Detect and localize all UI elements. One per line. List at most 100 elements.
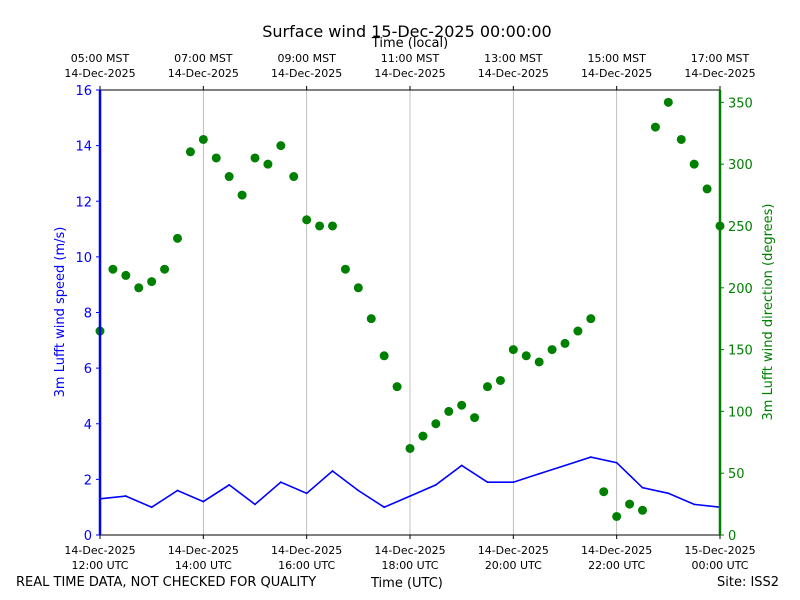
right-tick-label: 150 bbox=[728, 344, 753, 359]
top-tick-date: 14-Dec-2025 bbox=[478, 67, 549, 80]
speed-point bbox=[693, 503, 696, 506]
direction-point bbox=[689, 159, 699, 169]
top-tick-time: 05:00 MST bbox=[71, 52, 130, 65]
left-tick-label: 14 bbox=[75, 140, 92, 155]
direction-point bbox=[418, 431, 428, 441]
direction-point bbox=[185, 147, 195, 157]
direction-point bbox=[289, 172, 299, 182]
direction-point bbox=[237, 190, 247, 200]
direction-point bbox=[534, 357, 544, 367]
left-axis-label: 3m Lufft wind speed (m/s) bbox=[53, 227, 68, 398]
x-axis-label: Time (UTC) bbox=[371, 576, 443, 591]
bottom-tick-time: 00:00 UTC bbox=[691, 559, 748, 572]
direction-point bbox=[612, 511, 622, 521]
bottom-tick-date: 14-Dec-2025 bbox=[374, 544, 445, 557]
left-tick-label: 8 bbox=[84, 307, 92, 322]
left-tick-label: 0 bbox=[84, 529, 92, 544]
top-tick-date: 14-Dec-2025 bbox=[168, 67, 239, 80]
speed-point bbox=[486, 481, 489, 484]
direction-point bbox=[147, 277, 157, 287]
speed-point bbox=[434, 484, 437, 486]
bottom-tick-date: 14-Dec-2025 bbox=[64, 544, 135, 557]
speed-series bbox=[99, 456, 721, 509]
direction-point bbox=[276, 141, 286, 151]
top-axis-ticks: 05:00 MST 14-Dec-2025 07:00 MST 14-Dec-2025… bbox=[64, 52, 756, 90]
direction-point bbox=[302, 215, 312, 225]
direction-point bbox=[315, 221, 325, 231]
direction-point bbox=[599, 487, 609, 497]
top-tick-time: 07:00 MST bbox=[174, 52, 233, 65]
top-tick-time: 15:00 MST bbox=[587, 52, 646, 65]
direction-point bbox=[483, 382, 492, 392]
direction-point bbox=[173, 233, 182, 243]
direction-point bbox=[211, 153, 221, 163]
direction-point bbox=[263, 159, 273, 169]
right-tick-label: 100 bbox=[728, 405, 753, 420]
left-tick-label: 10 bbox=[75, 251, 92, 266]
left-tick-label: 12 bbox=[75, 195, 92, 210]
direction-point bbox=[328, 221, 337, 231]
direction-point bbox=[108, 264, 118, 274]
speed-point bbox=[589, 456, 592, 459]
direction-point bbox=[495, 375, 505, 385]
left-axis-ticks: 0 2 4 6 8 10 12 14 16 bbox=[75, 84, 100, 544]
direction-point bbox=[353, 283, 363, 293]
speed-point bbox=[460, 464, 463, 467]
speed-point bbox=[409, 495, 411, 497]
top-tick-date: 14-Dec-2025 bbox=[684, 67, 755, 80]
top-tick-time: 09:00 MST bbox=[277, 52, 336, 65]
bottom-axis-ticks: 14-Dec-2025 12:00 UTC 14-Dec-2025 14:00 UTC… bbox=[64, 535, 756, 572]
chart-title: Surface wind 15-Dec-2025 00:00:00 bbox=[262, 22, 551, 41]
top-tick-date: 14-Dec-2025 bbox=[374, 67, 445, 80]
speed-point bbox=[538, 472, 541, 475]
speed-point bbox=[254, 503, 256, 506]
speed-point bbox=[176, 489, 179, 492]
direction-point bbox=[625, 499, 635, 509]
bottom-tick-date: 14-Dec-2025 bbox=[581, 544, 652, 557]
direction-point bbox=[198, 134, 208, 144]
right-tick-label: 350 bbox=[728, 96, 753, 111]
right-tick-label: 200 bbox=[728, 282, 753, 297]
speed-point bbox=[357, 489, 360, 492]
speed-point bbox=[202, 500, 205, 503]
bottom-tick-time: 22:00 UTC bbox=[588, 559, 645, 572]
direction-point bbox=[160, 264, 170, 274]
direction-point bbox=[508, 345, 518, 355]
quality-disclaimer: REAL TIME DATA, NOT CHECKED FOR QUALITY bbox=[16, 575, 317, 590]
right-axis-label: 3m Lufft wind direction (degrees) bbox=[761, 204, 776, 421]
bottom-tick-time: 18:00 UTC bbox=[381, 559, 438, 572]
top-tick-time: 11:00 MST bbox=[381, 52, 440, 65]
direction-point bbox=[392, 382, 402, 392]
bottom-tick-date: 14-Dec-2025 bbox=[271, 544, 342, 557]
speed-point bbox=[228, 484, 231, 486]
direction-point bbox=[470, 413, 480, 423]
direction-point bbox=[663, 97, 673, 107]
right-axis-ticks: 0 50 100 150 200 250 300 350 bbox=[720, 96, 753, 544]
top-tick-date: 14-Dec-2025 bbox=[64, 67, 135, 80]
top-tick-date: 14-Dec-2025 bbox=[271, 67, 342, 80]
speed-point bbox=[512, 481, 515, 484]
direction-point bbox=[121, 270, 131, 280]
direction-point bbox=[547, 345, 557, 355]
left-tick-label: 16 bbox=[75, 84, 92, 99]
direction-point bbox=[366, 314, 376, 324]
direction-point bbox=[521, 351, 531, 361]
direction-point bbox=[224, 172, 234, 182]
direction-point bbox=[431, 419, 441, 429]
speed-point bbox=[641, 486, 644, 489]
direction-series bbox=[95, 97, 725, 521]
bottom-tick-time: 14:00 UTC bbox=[175, 559, 232, 572]
speed-point bbox=[331, 470, 334, 472]
speed-point bbox=[615, 461, 618, 464]
bottom-tick-date: 14-Dec-2025 bbox=[168, 544, 239, 557]
direction-point bbox=[702, 184, 712, 194]
direction-point bbox=[650, 122, 660, 132]
direction-point bbox=[586, 314, 596, 324]
grid bbox=[202, 90, 618, 535]
direction-point bbox=[676, 134, 686, 144]
right-tick-label: 250 bbox=[728, 220, 753, 235]
direction-point bbox=[405, 443, 415, 453]
bottom-tick-time: 20:00 UTC bbox=[485, 559, 542, 572]
direction-point bbox=[457, 400, 467, 410]
